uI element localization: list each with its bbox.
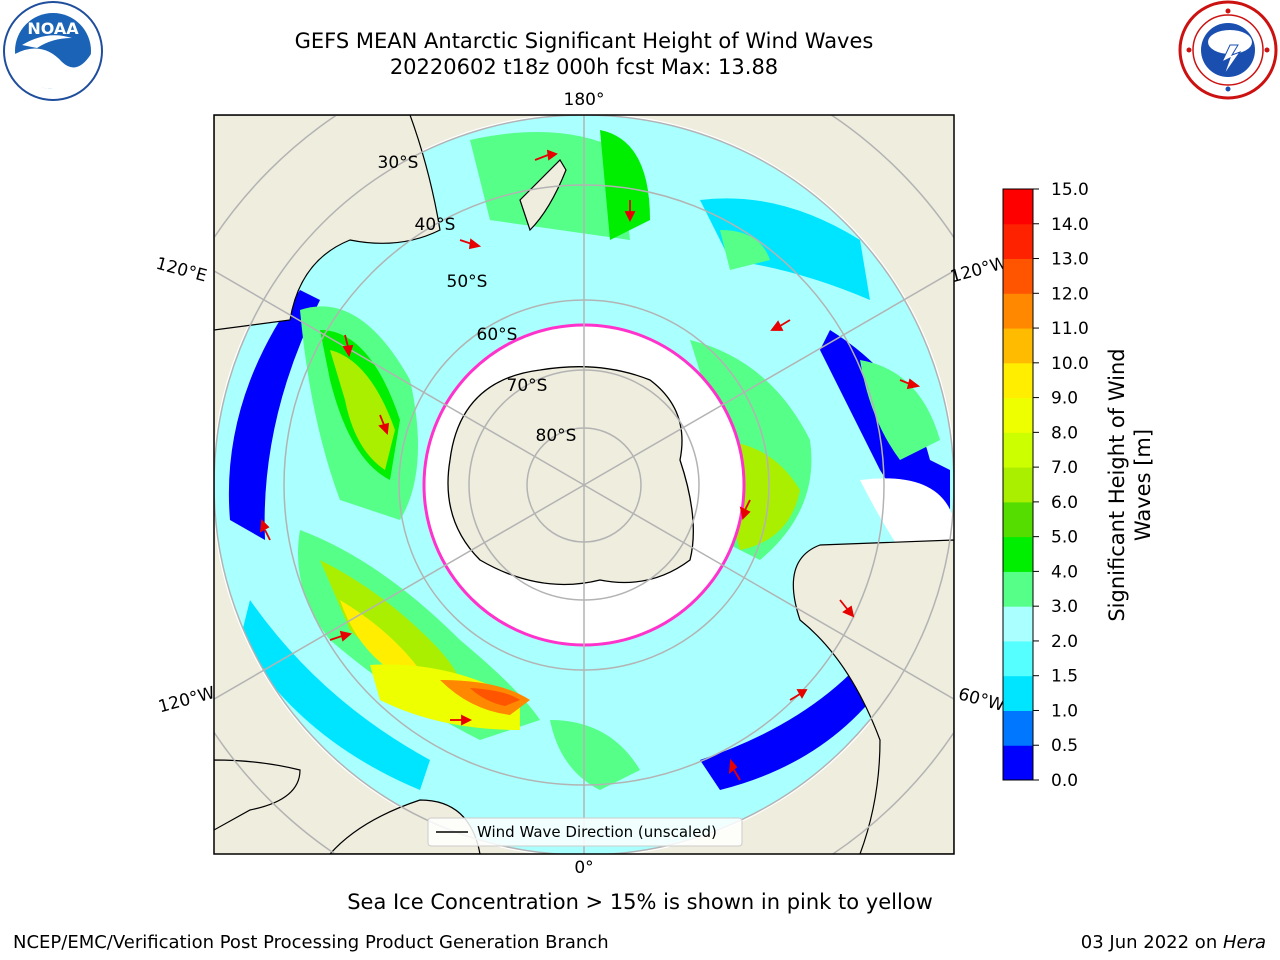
colorbar-tick-label: 11.0 <box>1051 319 1089 339</box>
colorbar-segment <box>1003 258 1033 294</box>
colorbar-tick-label: 1.5 <box>1051 667 1078 687</box>
lon-label-0: 0° <box>574 858 593 878</box>
colorbar-tick-label: 2.0 <box>1051 632 1078 652</box>
colorbar-label-line1: Significant Height of Wind <box>1105 348 1129 621</box>
colorbar-segment <box>1003 606 1033 642</box>
colorbar-segment <box>1003 467 1033 503</box>
footer-host: Hera <box>1222 932 1266 953</box>
colorbar-tick-label: 1.0 <box>1051 701 1078 721</box>
footer-date-text: 03 Jun 2022 on <box>1080 932 1223 953</box>
colorbar-segment <box>1003 362 1033 399</box>
lon-label-120e: 120°E <box>154 254 209 287</box>
colorbar-segment <box>1003 536 1033 572</box>
colorbar-tick-label: 7.0 <box>1051 458 1078 478</box>
map-frame <box>213 114 955 855</box>
noaa-logo-text: NOAA <box>27 19 79 38</box>
lat-label-70s: 70°S <box>507 376 548 396</box>
colorbar-segment <box>1003 189 1033 225</box>
lat-label-50s: 50°S <box>447 272 488 292</box>
new-zealand <box>519 159 567 232</box>
chart-title: GEFS MEAN Antarctic Significant Height o… <box>294 29 874 53</box>
colorbar-tick-label: 4.0 <box>1051 562 1078 582</box>
colorbar-segment <box>1003 745 1033 781</box>
colorbar-segment <box>1003 328 1033 364</box>
lon-label-60w: 60°W <box>956 684 1007 716</box>
colorbar-segment <box>1003 675 1033 711</box>
arrow-legend-label: Wind Wave Direction (unscaled) <box>477 823 717 841</box>
colorbar-segment <box>1003 293 1033 329</box>
footer-credit: NCEP/EMC/Verification Post Processing Pr… <box>13 932 609 953</box>
colorbar-tick-label: 14.0 <box>1051 215 1089 235</box>
colorbar-tick-label: 10.0 <box>1051 354 1089 374</box>
colorbar: 0.0 0.5 1.0 1.5 2.0 3.0 4.0 5.0 6.0 7.0 8.0 9.0 10.0… <box>1002 180 1089 791</box>
colorbar-tick-label: 0.5 <box>1051 736 1078 756</box>
colorbar-segment <box>1003 640 1033 677</box>
colorbar-tick-label: 3.0 <box>1051 597 1078 617</box>
lon-label-120w: 120°W <box>948 253 1009 287</box>
colorbar-segment <box>1003 501 1033 538</box>
colorbar-tick-label: 15.0 <box>1051 180 1089 200</box>
colorbar-label-line2: Waves [m] <box>1131 429 1155 541</box>
lat-label-30s: 30°S <box>378 153 419 173</box>
colorbar-tick-label: 12.0 <box>1051 284 1089 304</box>
colorbar-segment <box>1003 432 1033 468</box>
south-america-land <box>792 539 954 854</box>
sea-ice-note: Sea Ice Concentration > 15% is shown in … <box>347 890 933 914</box>
graticule <box>214 115 954 854</box>
lat-label-80s: 80°S <box>536 426 577 446</box>
arrow-legend <box>427 817 743 847</box>
colorbar-tick-label: 6.0 <box>1051 493 1078 513</box>
colorbar-frame <box>1002 188 1034 781</box>
chart-subtitle: 20220602 t18z 000h fcst Max: 13.88 <box>389 55 779 79</box>
wind-wave-arrows <box>259 149 921 781</box>
lon-label-180: 180° <box>564 90 605 110</box>
madagascar-land <box>214 759 301 831</box>
lat-label-60s: 60°S <box>477 325 518 345</box>
lon-label-60e: 120°W <box>156 683 217 717</box>
colorbar-tick-label: 5.0 <box>1051 528 1078 548</box>
colorbar-segment <box>1003 223 1033 260</box>
colorbar-segment <box>1003 571 1033 607</box>
lat-label-40s: 40°S <box>415 215 456 235</box>
colorbar-segment <box>1003 710 1033 746</box>
footer-date: 03 Jun 2022 on Hera <box>1081 932 1266 953</box>
colorbar-tick-label: 9.0 <box>1051 389 1078 409</box>
nws-logo <box>1178 0 1278 100</box>
colorbar-tick-label: 13.0 <box>1051 250 1089 270</box>
colorbar-tick-label: 8.0 <box>1051 423 1078 443</box>
noaa-logo: NOAA <box>3 1 103 101</box>
antarctica <box>447 366 694 586</box>
colorbar-segment <box>1003 397 1033 433</box>
colorbar-tick-label: 0.0 <box>1051 771 1078 791</box>
